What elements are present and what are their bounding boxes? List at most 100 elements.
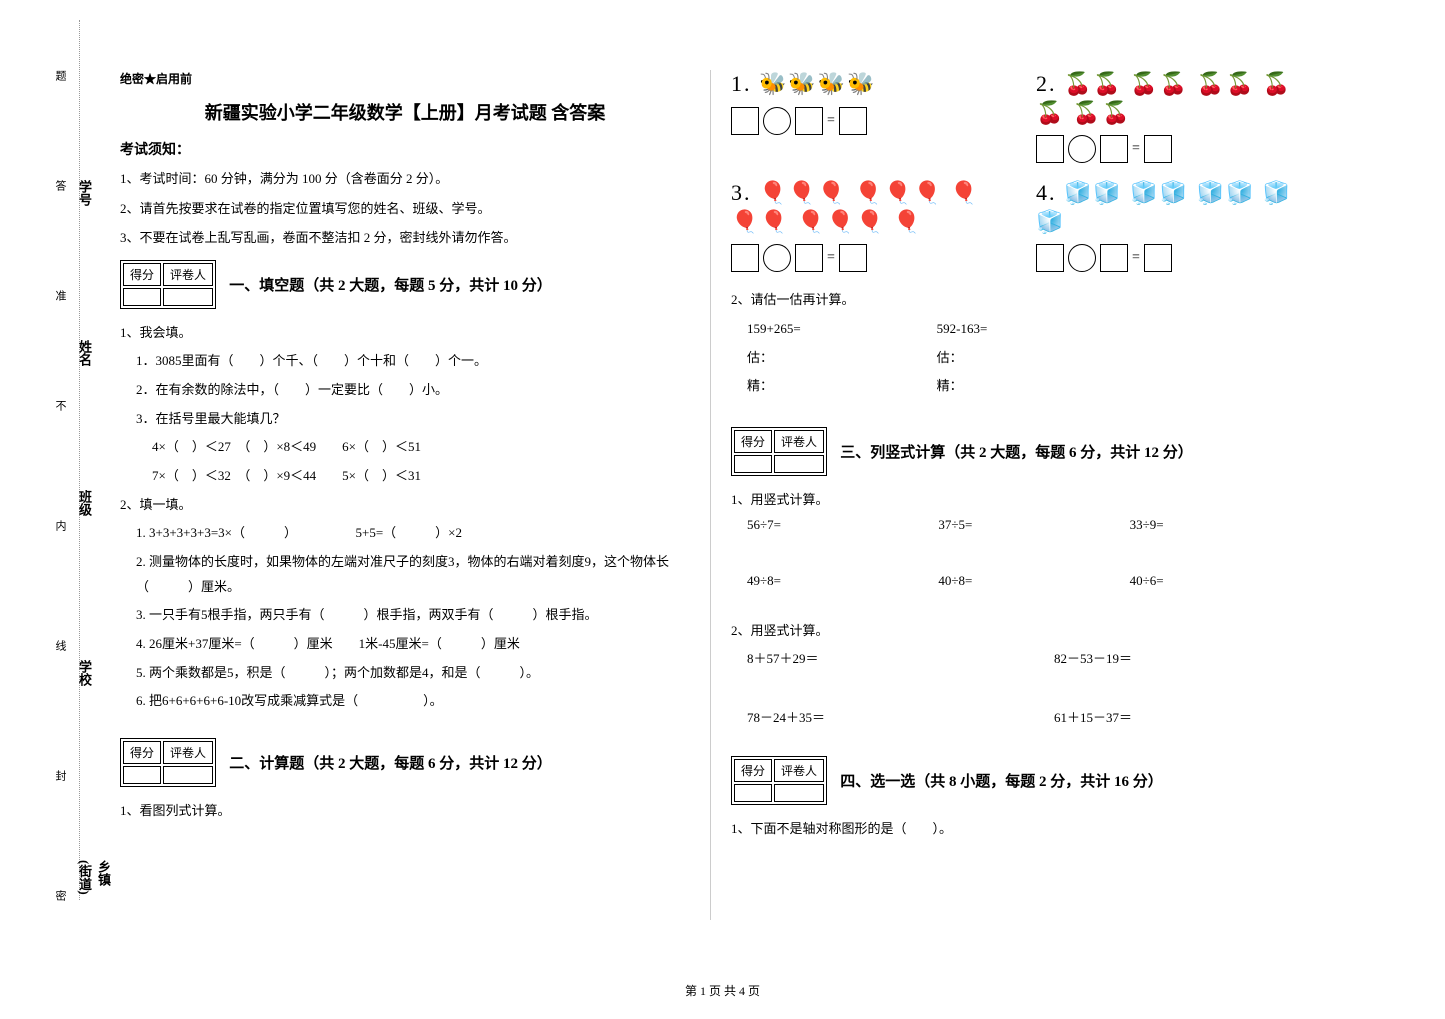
score-blank[interactable]	[123, 766, 161, 784]
calc-item: 33÷9=	[1130, 517, 1301, 533]
s1-q1-1: 1．3085里面有（ ）个千、（ ）个十和（ ）个一。	[136, 349, 690, 374]
score-blank[interactable]	[123, 288, 161, 306]
secret-label: 绝密★启用前	[120, 70, 690, 87]
grader-label: 评卷人	[774, 759, 824, 782]
section-4-header: 得分评卷人 四、选一选（共 8 小题，每题 2 分，共计 16 分）	[731, 756, 1301, 805]
s1-q2-4: 4. 26厘米+37厘米=（ ）厘米 1米-45厘米=（ ）厘米	[136, 632, 690, 657]
fig1-label: 1.	[731, 71, 752, 96]
s1-q2-1: 1. 3+3+3+3+3=3×（ ） 5+5=（ ）×2	[136, 521, 690, 546]
score-blank[interactable]	[734, 455, 772, 473]
page-title: 新疆实验小学二年级数学【上册】月考试题 含答案	[120, 99, 690, 125]
calc-item: 8＋57＋29＝	[747, 648, 994, 667]
field-school[interactable]: 学校	[75, 660, 94, 686]
s1-q1-2: 2．在有余数的除法中，（ ）一定要比（ ）小。	[136, 378, 690, 403]
s1-q1-3: 3．在括号里最大能填几？	[136, 407, 690, 432]
fig4-label: 4.	[1036, 180, 1057, 205]
answer-box[interactable]	[839, 107, 867, 135]
s3-q2: 2、用竖式计算。	[731, 619, 1301, 644]
answer-box[interactable]	[731, 107, 759, 135]
notice-3: 3、不要在试卷上乱写乱画，卷面不整洁扣 2 分，密封线外请勿作答。	[120, 228, 690, 248]
field-township[interactable]: 乡镇(街道)	[75, 860, 113, 900]
fig2-label: 2.	[1036, 71, 1057, 96]
notice-2: 2、请首先按要求在试卷的指定位置填写您的姓名、班级、学号。	[120, 199, 690, 219]
answer-box[interactable]	[839, 244, 867, 272]
answer-box[interactable]	[1100, 244, 1128, 272]
s1-q1-3a: 4×（ ）＜27 （ ）×8＜49 6×（ ）＜51	[152, 435, 690, 460]
score-label: 得分	[734, 430, 772, 453]
calc-item: 40÷8=	[938, 573, 1109, 589]
fig3-label: 3.	[731, 180, 752, 205]
page-footer: 第 1 页 共 4 页	[0, 982, 1445, 999]
s4-q1: 1、下面不是轴对称图形的是（ ）。	[731, 817, 1301, 842]
calc-item: 37÷5=	[938, 517, 1109, 533]
s3-q1: 1、用竖式计算。	[731, 488, 1301, 513]
calc-item: 82－53－19＝	[1054, 648, 1301, 667]
seal-mark-3: 内	[52, 520, 68, 531]
section-1-header: 得分评卷人 一、填空题（共 2 大题，每题 5 分，共计 10 分）	[120, 260, 690, 309]
score-label: 得分	[734, 759, 772, 782]
seal-mark-4: 不	[52, 400, 68, 411]
section-4-title: 四、选一选（共 8 小题，每题 2 分，共计 16 分）	[840, 770, 1163, 791]
answer-box[interactable]	[1068, 244, 1096, 272]
field-id[interactable]: 学号	[75, 180, 94, 206]
answer-box[interactable]	[1036, 135, 1064, 163]
s2-q1: 1、看图列式计算。	[120, 799, 690, 824]
answer-box[interactable]	[795, 244, 823, 272]
est2-expr: 592-163=	[937, 317, 988, 342]
est1-expr: 159+265=	[747, 317, 801, 342]
section-1-title: 一、填空题（共 2 大题，每题 5 分，共计 10 分）	[229, 274, 552, 295]
est2-gu: 估：	[937, 346, 988, 371]
calc-item: 40÷6=	[1130, 573, 1301, 589]
notice-heading: 考试须知：	[120, 139, 690, 159]
score-box-3: 得分评卷人	[731, 427, 827, 476]
est2-jing: 精：	[937, 374, 988, 399]
score-label: 得分	[123, 263, 161, 286]
answer-box[interactable]	[1144, 244, 1172, 272]
answer-box[interactable]	[763, 107, 791, 135]
grader-blank[interactable]	[774, 455, 824, 473]
answer-box[interactable]	[795, 107, 823, 135]
score-box-1: 得分评卷人	[120, 260, 216, 309]
figure-1: 1. 🐝🐝🐝🐝 =	[731, 70, 996, 163]
calc-grid-1: 56÷7= 37÷5= 33÷9=	[747, 517, 1301, 533]
answer-box[interactable]	[1100, 135, 1128, 163]
score-label: 得分	[123, 741, 161, 764]
answer-box[interactable]	[1036, 244, 1064, 272]
score-blank[interactable]	[734, 784, 772, 802]
column-divider	[710, 70, 711, 920]
figure-4: 4. 🧊🧊 🧊🧊 🧊🧊 🧊🧊 =	[1036, 179, 1301, 272]
answer-box[interactable]	[763, 244, 791, 272]
seal-mark-6: 答	[52, 180, 68, 191]
notice-1: 1、考试时间：60 分钟，满分为 100 分（含卷面分 2 分）。	[120, 169, 690, 189]
answer-box[interactable]	[731, 244, 759, 272]
grader-blank[interactable]	[163, 766, 213, 784]
section-2-title: 二、计算题（共 2 大题，每题 6 分，共计 12 分）	[229, 752, 552, 773]
calc-grid-3: 8＋57＋29＝ 82－53－19＝ 78－24＋35＝ 61＋15－37＝	[747, 648, 1301, 726]
answer-box[interactable]	[1144, 135, 1172, 163]
seal-mark-2: 线	[52, 640, 68, 651]
s1-q2-3: 3. 一只手有5根手指，两只手有（ ）根手指，两双手有（ ）根手指。	[136, 603, 690, 628]
figure-row-1: 1. 🐝🐝🐝🐝 = 2. 🍒🍒 🍒🍒 🍒🍒 🍒🍒 🍒🍒 =	[731, 70, 1301, 163]
binding-margin: 乡镇(街道) 学校 班级 姓名 学号 密 封 线 内 不 准 答 题	[40, 20, 80, 900]
calc-item: 56÷7=	[747, 517, 918, 533]
grader-blank[interactable]	[163, 288, 213, 306]
calc-item: 78－24＋35＝	[747, 707, 994, 726]
grader-blank[interactable]	[774, 784, 824, 802]
grader-label: 评卷人	[163, 741, 213, 764]
section-3-header: 得分评卷人 三、列竖式计算（共 2 大题，每题 6 分，共计 12 分）	[731, 427, 1301, 476]
est1-gu: 估：	[747, 346, 801, 371]
calc-grid-2: 49÷8= 40÷8= 40÷6=	[747, 573, 1301, 589]
figure-row-2: 3. 🎈🎈🎈 🎈🎈🎈 🎈🎈🎈 🎈🎈🎈 🎈 = 4. 🧊🧊 🧊🧊 🧊🧊 🧊🧊 =	[731, 179, 1301, 272]
column-right: 1. 🐝🐝🐝🐝 = 2. 🍒🍒 🍒🍒 🍒🍒 🍒🍒 🍒🍒 = 3. 🎈🎈🎈 🎈🎈🎈…	[731, 70, 1301, 920]
field-class[interactable]: 班级	[75, 490, 94, 516]
calc-item: 49÷8=	[747, 573, 918, 589]
score-box-4: 得分评卷人	[731, 756, 827, 805]
section-2-header: 得分评卷人 二、计算题（共 2 大题，每题 6 分，共计 12 分）	[120, 738, 690, 787]
seal-mark-1: 封	[52, 770, 68, 781]
seal-mark-0: 密	[52, 890, 68, 901]
s1-q2-6: 6. 把6+6+6+6+6-10改写成乘减算式是（ ）。	[136, 689, 690, 714]
answer-box[interactable]	[1068, 135, 1096, 163]
grader-label: 评卷人	[774, 430, 824, 453]
field-name[interactable]: 姓名	[75, 340, 94, 366]
estimate-row: 159+265= 估： 精： 592-163= 估： 精：	[731, 317, 1301, 403]
